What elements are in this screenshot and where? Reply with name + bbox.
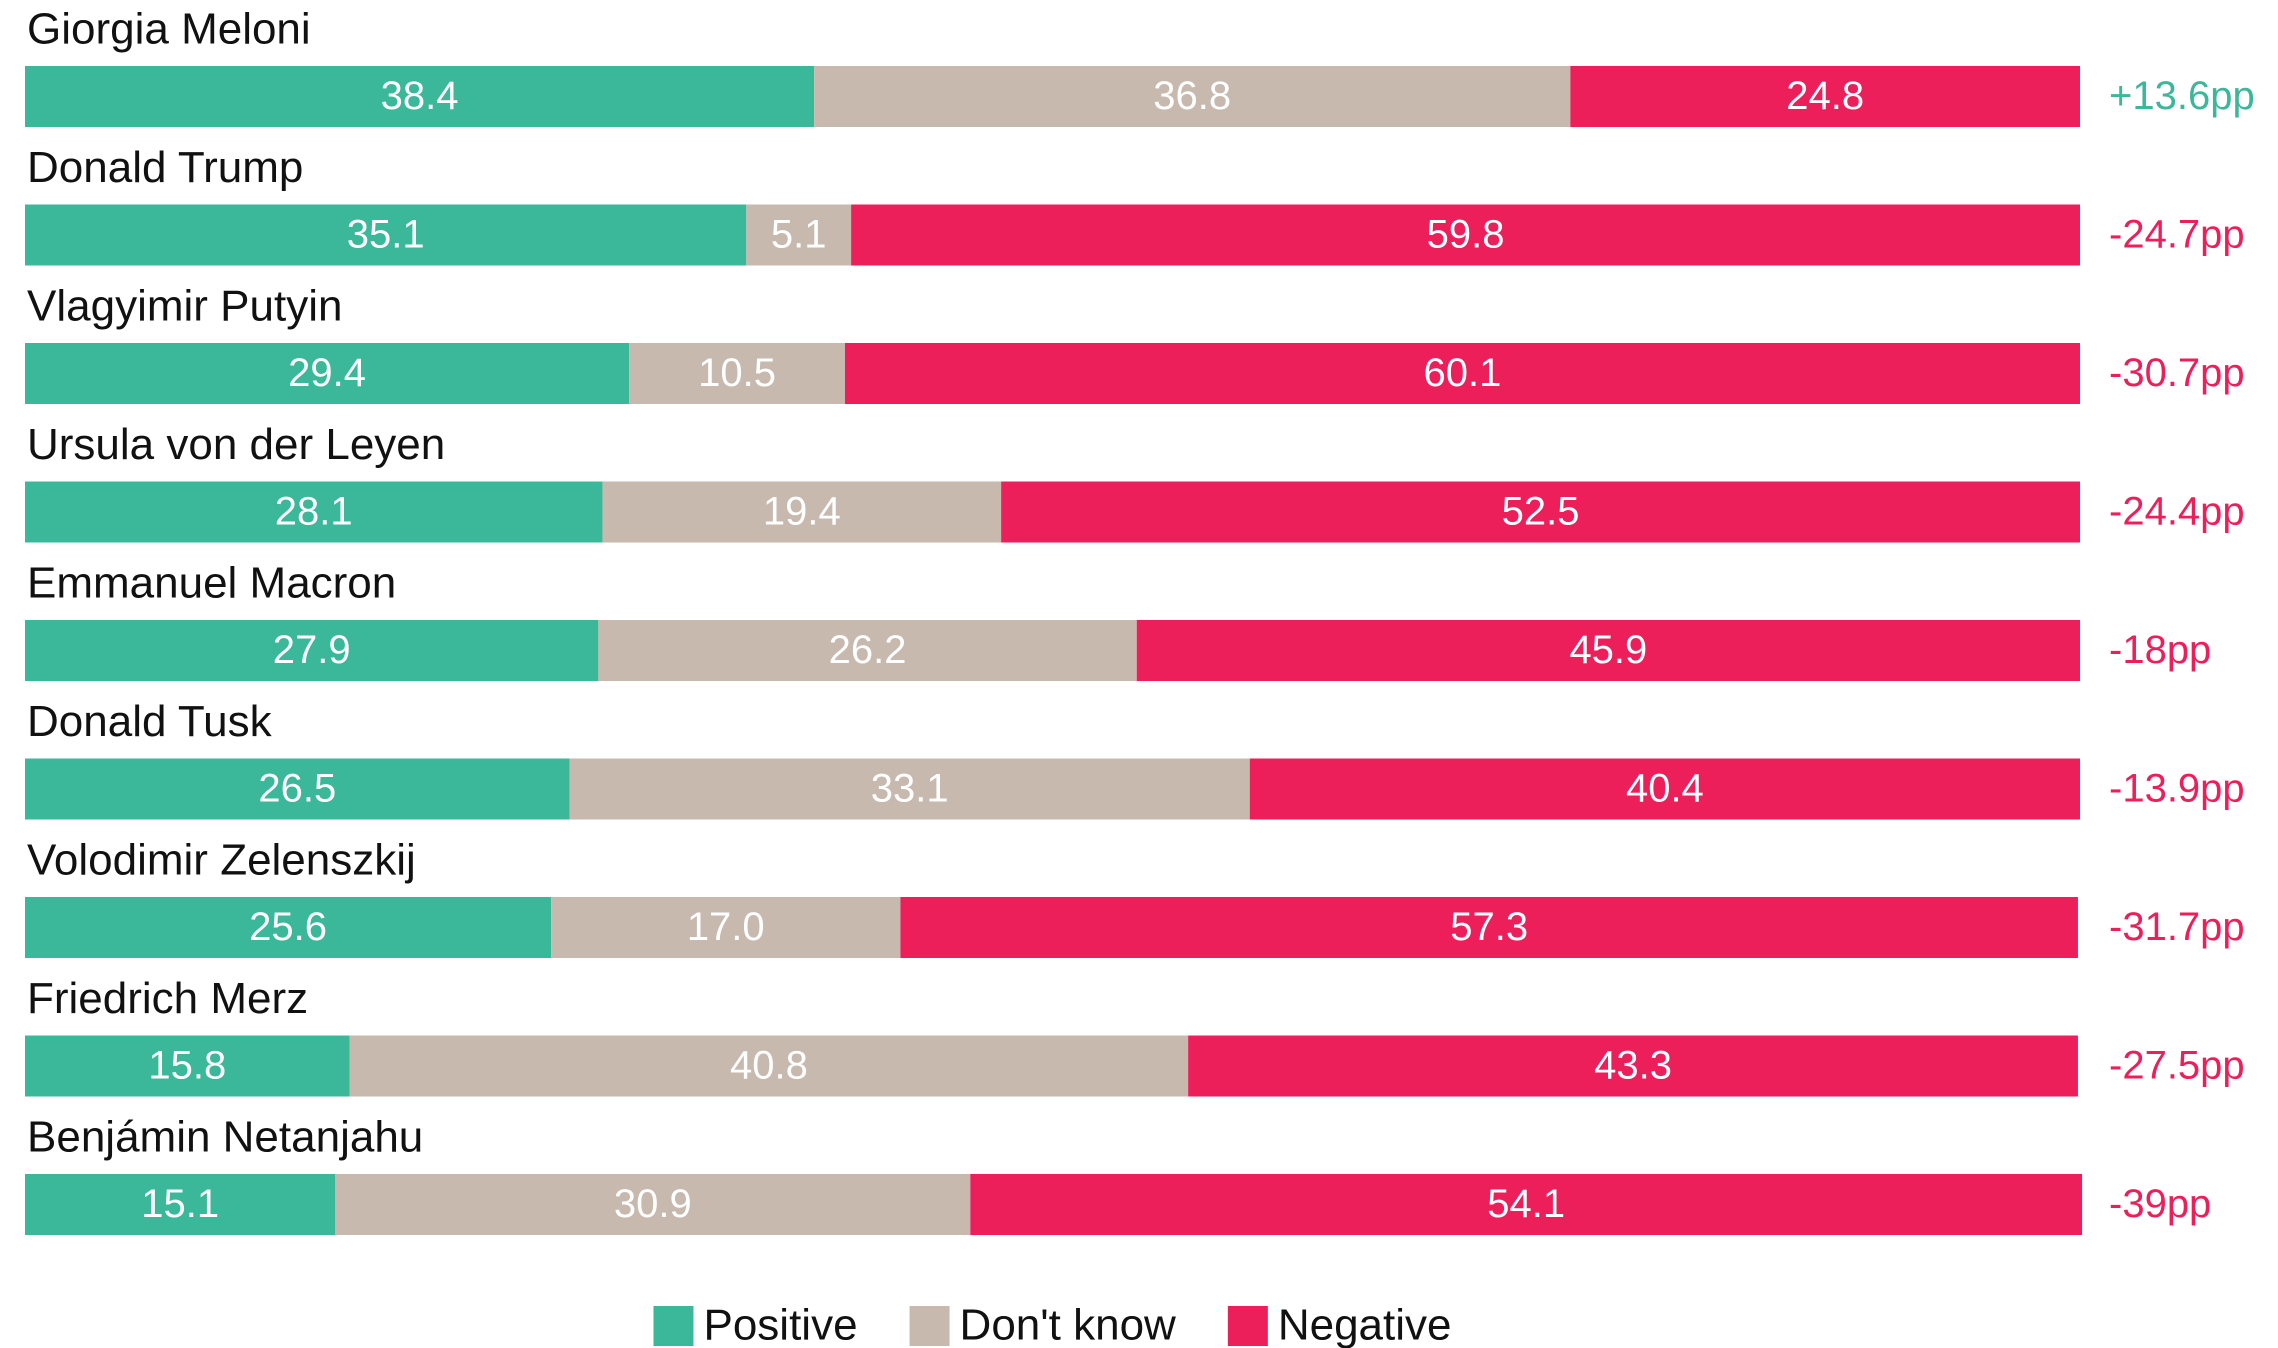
bar-value-label: 26.2 xyxy=(829,628,907,672)
row-label: Benjámin Netanjahu xyxy=(27,1113,423,1162)
bar-segment xyxy=(25,620,599,681)
bar-value-label: 29.4 xyxy=(288,351,366,395)
bar-value-label: 43.3 xyxy=(1594,1044,1672,1088)
bar-segment xyxy=(25,897,552,958)
bar-segment xyxy=(25,343,630,404)
net-label: -31.7pp xyxy=(2109,905,2245,949)
bar-segment xyxy=(598,620,1137,681)
bar-value-label: 38.4 xyxy=(381,74,459,118)
row-label: Emmanuel Macron xyxy=(27,559,396,608)
bar-value-label: 59.8 xyxy=(1427,213,1505,257)
bar-value-label: 35.1 xyxy=(347,213,425,257)
bar-value-label: 26.5 xyxy=(258,767,336,811)
net-label: -39pp xyxy=(2109,1182,2211,1226)
net-label: -30.7pp xyxy=(2109,351,2245,395)
bar-segment xyxy=(25,1174,336,1235)
bar-segment xyxy=(335,1174,971,1235)
bar-segment xyxy=(25,481,603,543)
bar-segment xyxy=(1570,66,2080,127)
bar-segment xyxy=(25,758,570,820)
bar-value-label: 57.3 xyxy=(1450,905,1528,949)
bar-segment xyxy=(1136,620,2080,681)
bar-value-label: 28.1 xyxy=(275,490,353,534)
bar-segment xyxy=(900,897,2078,958)
bar-value-label: 60.1 xyxy=(1424,351,1502,395)
row-label: Volodimir Zelenszkij xyxy=(27,836,416,885)
bar-value-label: 25.6 xyxy=(249,905,327,949)
bar-segment xyxy=(970,1174,2083,1235)
net-label: +13.6pp xyxy=(2109,74,2255,118)
legend-label: Don't know xyxy=(960,1301,1177,1348)
row-label: Donald Tusk xyxy=(27,697,273,746)
bar-value-label: 33.1 xyxy=(871,767,949,811)
row-label: Giorgia Meloni xyxy=(27,5,311,54)
legend-label: Positive xyxy=(703,1301,857,1348)
row-label: Vlagyimir Putyin xyxy=(27,282,342,331)
bar-segment xyxy=(629,343,845,404)
bar-segment xyxy=(1001,481,2080,543)
legend-swatch xyxy=(1227,1306,1268,1346)
bar-value-label: 54.1 xyxy=(1487,1182,1565,1226)
bar-segment xyxy=(25,66,815,127)
bar-segment xyxy=(746,204,852,266)
bar-segment xyxy=(814,66,1571,127)
row-label: Donald Trump xyxy=(27,143,303,192)
bar-value-label: 45.9 xyxy=(1569,628,1647,672)
legend-swatch xyxy=(653,1306,694,1346)
bar-value-label: 5.1 xyxy=(771,213,827,257)
net-label: -13.9pp xyxy=(2109,767,2245,811)
bar-segment xyxy=(1188,1035,2078,1097)
net-label: -24.7pp xyxy=(2109,213,2245,257)
legend-swatch xyxy=(909,1306,950,1346)
row-label: Ursula von der Leyen xyxy=(27,420,445,469)
bar-value-label: 36.8 xyxy=(1153,74,1231,118)
net-label: -18pp xyxy=(2109,628,2211,672)
bar-segment xyxy=(569,758,1250,820)
row-label: Friedrich Merz xyxy=(27,974,308,1023)
bar-value-label: 24.8 xyxy=(1786,74,1864,118)
bar-value-label: 27.9 xyxy=(273,628,351,672)
bar-segment xyxy=(1249,758,2080,820)
bar-value-label: 40.4 xyxy=(1626,767,1704,811)
net-label: -27.5pp xyxy=(2109,1044,2245,1088)
bar-value-label: 40.8 xyxy=(730,1044,808,1088)
bar-segment xyxy=(25,204,747,266)
bar-segment xyxy=(551,897,901,958)
bar-segment xyxy=(602,481,1002,543)
bar-value-label: 30.9 xyxy=(614,1182,692,1226)
net-label: -24.4pp xyxy=(2109,490,2245,534)
bar-value-label: 17.0 xyxy=(687,905,765,949)
bar-value-label: 52.5 xyxy=(1502,490,1580,534)
bar-segment xyxy=(844,343,2080,404)
bar-value-label: 15.1 xyxy=(141,1182,219,1226)
bar-segment xyxy=(851,204,2080,266)
bar-value-label: 15.8 xyxy=(148,1044,226,1088)
bar-segment xyxy=(349,1035,1189,1097)
legend-label: Negative xyxy=(1278,1301,1452,1348)
bar-value-label: 19.4 xyxy=(763,490,841,534)
bar-segment xyxy=(25,1035,350,1097)
bar-value-label: 10.5 xyxy=(698,351,776,395)
